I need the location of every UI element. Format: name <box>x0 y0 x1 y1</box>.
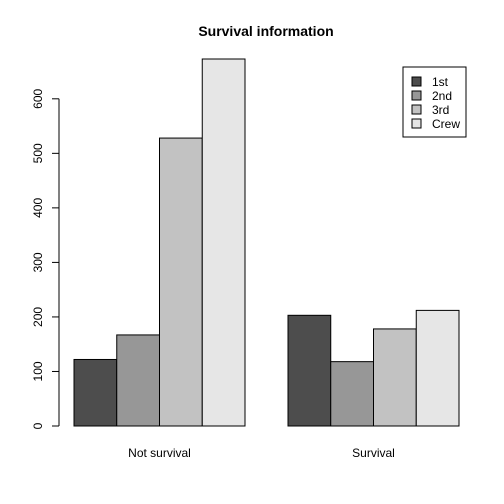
legend-swatch <box>411 118 422 129</box>
category-label: Not survival <box>128 446 191 460</box>
bar <box>73 358 118 427</box>
y-tick-label: 400 <box>31 198 45 218</box>
bars <box>73 58 460 427</box>
legend-label: 3rd <box>432 103 449 117</box>
legend-label: 2nd <box>432 89 452 103</box>
bar <box>287 314 332 427</box>
bar <box>330 361 374 427</box>
legend-label: 1st <box>432 75 449 89</box>
bar <box>373 328 417 427</box>
y-tick-label: 300 <box>31 252 45 272</box>
legend-swatch <box>411 104 422 115</box>
y-tick-label: 600 <box>31 88 45 108</box>
chart-title: Survival information <box>198 23 333 39</box>
y-tick-label: 500 <box>31 143 45 163</box>
bar <box>116 334 160 427</box>
bar <box>159 137 203 427</box>
y-tick-label: 100 <box>31 361 45 381</box>
category-labels: Not survival Survival <box>128 446 395 460</box>
legend-swatch <box>411 76 422 87</box>
legend-label: Crew <box>432 117 460 131</box>
bar <box>415 309 460 427</box>
legend-swatch <box>411 90 422 101</box>
bar <box>201 58 246 427</box>
y-axis: 0 100 200 300 400 500 600 <box>31 88 60 429</box>
y-tick-label: 0 <box>31 422 45 429</box>
y-tick-label: 200 <box>31 307 45 327</box>
category-label: Survival <box>352 446 395 460</box>
